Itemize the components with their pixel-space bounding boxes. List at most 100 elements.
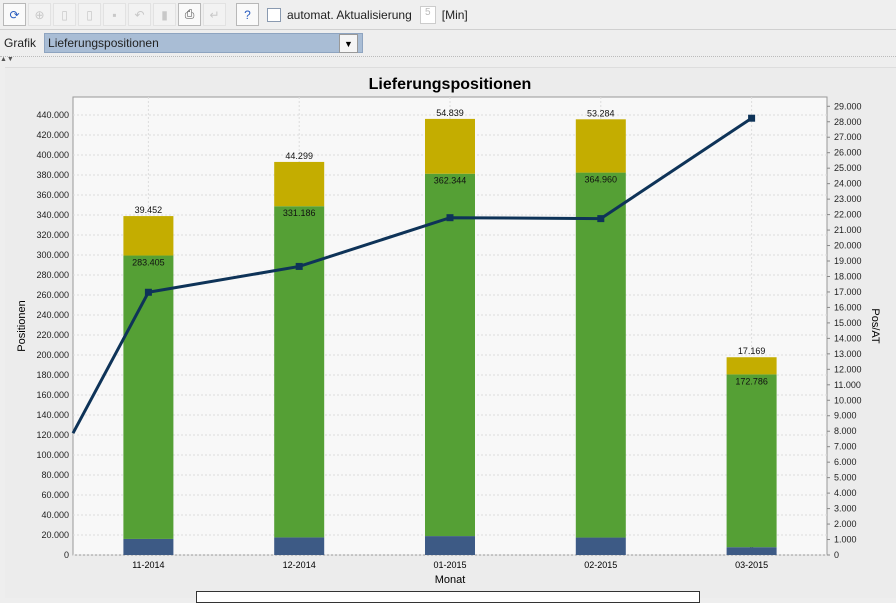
splitter[interactable]: ▲▼ bbox=[0, 56, 896, 63]
bar-label: 364.960 bbox=[585, 175, 618, 185]
line-point bbox=[446, 214, 454, 222]
bar-segment bbox=[123, 255, 174, 539]
y2-tick-label: 14.000 bbox=[834, 333, 862, 343]
y2-tick-label: 2.000 bbox=[834, 519, 857, 529]
line-point bbox=[748, 114, 756, 122]
y-tick-label: 300.000 bbox=[36, 250, 69, 260]
chevron-down-icon[interactable]: ▼ bbox=[339, 34, 358, 53]
delete-icon[interactable]: ▮ bbox=[153, 3, 176, 26]
y2-tick-label: 9.000 bbox=[834, 411, 857, 421]
chart-select[interactable]: Lieferungspositionen bbox=[44, 33, 364, 53]
y2-tick-label: 27.000 bbox=[834, 132, 862, 142]
y2-tick-label: 29.000 bbox=[834, 101, 862, 111]
bar-segment bbox=[123, 538, 174, 555]
copy-icon[interactable]: ▯ bbox=[78, 3, 101, 26]
x-tick-label: 12-2014 bbox=[283, 560, 316, 570]
y-tick-label: 20.000 bbox=[41, 530, 69, 540]
toolbar: ⟳ ⊕ ▯ ▯ ▪ ↶ ▮ ⎙ ↵ ? automat. Aktualisier… bbox=[0, 0, 896, 30]
bar-label: 53.284 bbox=[587, 108, 615, 118]
bar-label: 172.786 bbox=[735, 376, 768, 386]
y-tick-label: 180.000 bbox=[36, 370, 69, 380]
y-tick-label: 400.000 bbox=[36, 150, 69, 160]
auto-refresh-checkbox[interactable] bbox=[267, 7, 281, 22]
y2-tick-label: 5.000 bbox=[834, 473, 857, 483]
bar-segment bbox=[274, 161, 325, 207]
line-point bbox=[597, 215, 605, 223]
y2-tick-label: 13.000 bbox=[834, 349, 862, 359]
chart-title: Lieferungspositionen bbox=[369, 76, 532, 93]
y2-tick-label: 0 bbox=[834, 550, 839, 560]
y2-tick-label: 20.000 bbox=[834, 241, 862, 251]
legend bbox=[196, 591, 700, 603]
x-tick-label: 01-2015 bbox=[433, 560, 466, 570]
y2-tick-label: 10.000 bbox=[834, 395, 862, 405]
bar-segment bbox=[575, 172, 626, 538]
y2-tick-label: 8.000 bbox=[834, 426, 857, 436]
y2-tick-label: 12.000 bbox=[834, 364, 862, 374]
y-tick-label: 360.000 bbox=[36, 190, 69, 200]
return-icon[interactable]: ↵ bbox=[203, 3, 226, 26]
bar-label: 17.169 bbox=[738, 346, 766, 356]
grafik-label: Grafik bbox=[4, 36, 37, 50]
bar-label: 54.839 bbox=[436, 108, 464, 118]
y2-tick-label: 15.000 bbox=[834, 318, 862, 328]
y-tick-label: 160.000 bbox=[36, 390, 69, 400]
chart-selector-row: Grafik Lieferungspositionen bbox=[0, 31, 896, 55]
y-tick-label: 220.000 bbox=[36, 330, 69, 340]
line-point bbox=[295, 262, 303, 270]
x-tick-label: 11-2014 bbox=[132, 560, 164, 570]
y2-tick-label: 3.000 bbox=[834, 504, 857, 514]
line-series bbox=[71, 116, 753, 434]
save-icon[interactable]: ▪ bbox=[103, 3, 126, 26]
y-tick-label: 0 bbox=[64, 550, 69, 560]
undo-icon[interactable]: ↶ bbox=[128, 3, 151, 26]
bar-label: 283.405 bbox=[132, 258, 165, 268]
y-axis-label: Positionen bbox=[16, 300, 28, 351]
x-tick-label: 02-2015 bbox=[584, 560, 617, 570]
zoom-icon[interactable]: ⊕ bbox=[28, 3, 51, 26]
y2-tick-label: 21.000 bbox=[834, 225, 862, 235]
y-tick-label: 140.000 bbox=[36, 410, 69, 420]
y2-tick-label: 6.000 bbox=[834, 457, 857, 467]
interval-input[interactable]: 5 bbox=[419, 5, 436, 24]
y2-tick-label: 19.000 bbox=[834, 256, 862, 266]
y2-tick-label: 11.000 bbox=[834, 380, 861, 390]
bar-label: 331.186 bbox=[283, 208, 316, 218]
bar-segment bbox=[123, 216, 174, 256]
x-tick-label: 03-2015 bbox=[735, 560, 768, 570]
y2-tick-label: 17.000 bbox=[834, 287, 862, 297]
y2-tick-label: 24.000 bbox=[834, 179, 862, 189]
y-tick-label: 280.000 bbox=[36, 270, 69, 280]
y-tick-label: 340.000 bbox=[36, 210, 69, 220]
y-tick-label: 80.000 bbox=[41, 470, 69, 480]
bar-segment bbox=[274, 537, 325, 555]
bar-segment bbox=[425, 173, 475, 537]
bar-label: 362.344 bbox=[434, 176, 467, 186]
x-axis-label: Monat bbox=[435, 574, 466, 586]
interval-unit: [Min] bbox=[441, 7, 468, 22]
line-point bbox=[144, 288, 152, 296]
y-tick-label: 120.000 bbox=[36, 430, 69, 440]
bar-segment bbox=[726, 357, 777, 375]
help-icon[interactable]: ? bbox=[236, 3, 259, 26]
bar-segment bbox=[274, 206, 325, 538]
refresh-icon[interactable]: ⟳ bbox=[3, 3, 26, 26]
y2-tick-label: 4.000 bbox=[834, 488, 857, 498]
y2-tick-label: 1.000 bbox=[834, 535, 857, 545]
bar-segment bbox=[575, 119, 626, 173]
print-icon[interactable]: ⎙ bbox=[178, 3, 201, 26]
y-tick-label: 40.000 bbox=[41, 510, 69, 520]
y2-tick-label: 26.000 bbox=[834, 148, 862, 158]
y-tick-label: 60.000 bbox=[41, 490, 69, 500]
bar-segment bbox=[425, 118, 475, 174]
y2-tick-label: 18.000 bbox=[834, 271, 862, 281]
y-tick-label: 440.000 bbox=[36, 110, 69, 120]
y2-tick-label: 22.000 bbox=[834, 210, 862, 220]
bar-segment bbox=[726, 547, 777, 555]
new-icon[interactable]: ▯ bbox=[53, 3, 76, 26]
bar-segment bbox=[726, 374, 777, 548]
bar-label: 44.299 bbox=[285, 151, 313, 161]
y-tick-label: 320.000 bbox=[36, 230, 69, 240]
y-tick-label: 240.000 bbox=[36, 310, 69, 320]
